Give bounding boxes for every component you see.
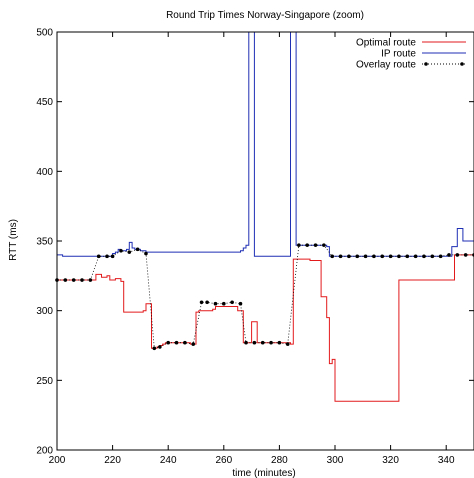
x-tick-label: 300 [327,455,344,466]
overlay-route-point [96,254,101,259]
overlay-route-point [158,345,162,349]
overlay-route-point [63,278,68,282]
x-axis-label: time (minutes) [232,468,295,478]
overlay-route-point [127,250,132,254]
overlay-route-point [191,342,196,346]
plot-series [55,32,474,402]
overlay-route-point [413,254,418,259]
y-tick-label: 300 [36,306,53,317]
y-tick-label: 450 [36,97,53,108]
overlay-route-point [347,254,351,259]
overlay-route-point [174,340,179,345]
x-tick-label: 260 [215,455,232,466]
overlay-route-point [322,243,326,247]
overlay-route-point [105,254,109,259]
overlay-route-point [222,301,226,306]
plot-frame [56,31,474,451]
overlay-route-line [57,244,474,349]
overlay-route-point [80,278,84,282]
legend-label-ip-route: IP route [381,49,416,60]
x-tick-label: 220 [104,455,121,466]
overlay-route-point [277,340,282,345]
overlay-route-point [388,254,393,259]
overlay-route-point [372,254,376,259]
overlay-route-point [199,300,204,305]
overlay-route-point [330,254,335,259]
overlay-route-point [260,340,265,345]
overlay-route-point [244,340,248,345]
overlay-route-point [405,254,410,259]
x-tick-label: 320 [382,455,399,466]
overlay-route-point [213,301,218,306]
overlay-route-point [305,243,310,247]
y-tick-label: 350 [36,237,53,248]
overlay-route-point [119,248,123,253]
overlay-route-point [463,253,468,257]
overlay-route-point [88,278,93,282]
overlay-route-point [447,253,451,257]
optimal-route-line [57,254,474,402]
overlay-route-point [355,254,360,259]
overlay-route-point [313,243,318,247]
x-tick-label: 340 [438,455,455,466]
overlay-route-point [238,301,243,306]
y-tick-label: 200 [36,446,53,457]
y-tick-label: 400 [36,167,53,178]
overlay-route-point [422,254,426,259]
overlay-route-point [252,340,257,345]
x-tick-label: 240 [160,455,177,466]
overlay-route-point [338,254,343,259]
legend-marker-overlay-route [424,62,428,66]
overlay-route-point [166,340,170,345]
y-tick-label: 500 [36,28,53,39]
x-tick-label: 280 [271,455,288,466]
axis-ticks: 200 220 240 260 280 300 320 340 200 250 300 350 400 4… [36,28,474,466]
chart-title: Round Trip Times Norway-Singapore (zoom) [166,10,364,21]
overlay-route-point [269,340,273,345]
overlay-route-point [183,340,187,345]
overlay-route-point [110,254,115,259]
legend-label-optimal-route: Optimal route [356,38,416,49]
overlay-route-point [135,247,140,252]
overlay-route-point [380,254,385,259]
overlay-route-point [297,243,301,247]
overlay-route-point [230,300,234,305]
overlay-route-point [455,253,460,257]
overlay-route-point [438,254,443,259]
overlay-route-point [144,251,148,256]
overlay-route-point [285,342,290,346]
overlay-route-point [205,300,209,305]
overlay-route-point [71,278,76,282]
overlay-route-point [397,254,401,259]
y-tick-label: 250 [36,376,53,387]
y-axis-label: RTT (ms) [8,219,19,261]
overlay-route-point [430,254,435,259]
overlay-route-point [152,346,157,351]
overlay-route-point [363,254,368,259]
legend-label-overlay-route: Overlay route [356,60,416,71]
x-tick-label: 200 [49,455,66,466]
legend-marker-overlay-route [460,62,464,66]
